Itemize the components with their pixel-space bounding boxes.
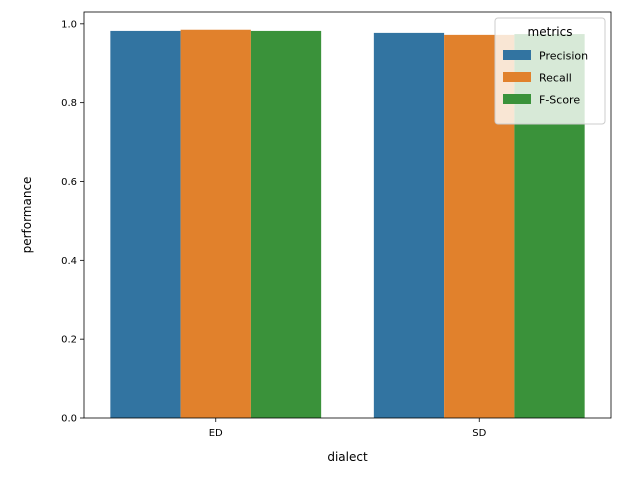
legend-swatch-f-score <box>503 94 531 104</box>
y-tick-label: 0.0 <box>61 414 77 425</box>
bar-ed-recall <box>180 29 251 419</box>
legend-label-f-score: F-Score <box>539 94 580 107</box>
bar-ed-f-score <box>250 30 322 419</box>
y-tick-label: 0.4 <box>61 256 77 267</box>
x-axis-label: dialect <box>327 450 368 464</box>
bars-group <box>110 29 585 419</box>
legend: metrics Precision Recall F-Score <box>494 17 606 125</box>
x-ticks: ED SD <box>209 418 487 439</box>
legend-label-recall: Recall <box>539 72 572 85</box>
y-tick-label: 1.0 <box>61 19 77 30</box>
legend-title: metrics <box>528 25 573 39</box>
legend-swatch-precision <box>503 50 531 60</box>
legend-label-precision: Precision <box>539 50 588 63</box>
x-tick-label: ED <box>209 428 223 439</box>
legend-items: Precision Recall F-Score <box>503 50 588 107</box>
y-tick-label: 0.6 <box>61 177 77 188</box>
axes-group <box>83 11 612 419</box>
bar-ed-precision <box>110 30 181 419</box>
y-axis-label: performance <box>20 177 34 254</box>
plot-frame <box>83 11 612 419</box>
legend-swatch-recall <box>503 72 531 82</box>
y-tick-label: 0.2 <box>61 335 77 346</box>
x-tick-label: SD <box>472 428 486 439</box>
y-tick-label: 0.8 <box>61 98 77 109</box>
bar-sd-precision <box>373 32 445 418</box>
y-ticks: 0.0 0.2 0.4 0.6 0.8 1.0 <box>61 19 84 425</box>
